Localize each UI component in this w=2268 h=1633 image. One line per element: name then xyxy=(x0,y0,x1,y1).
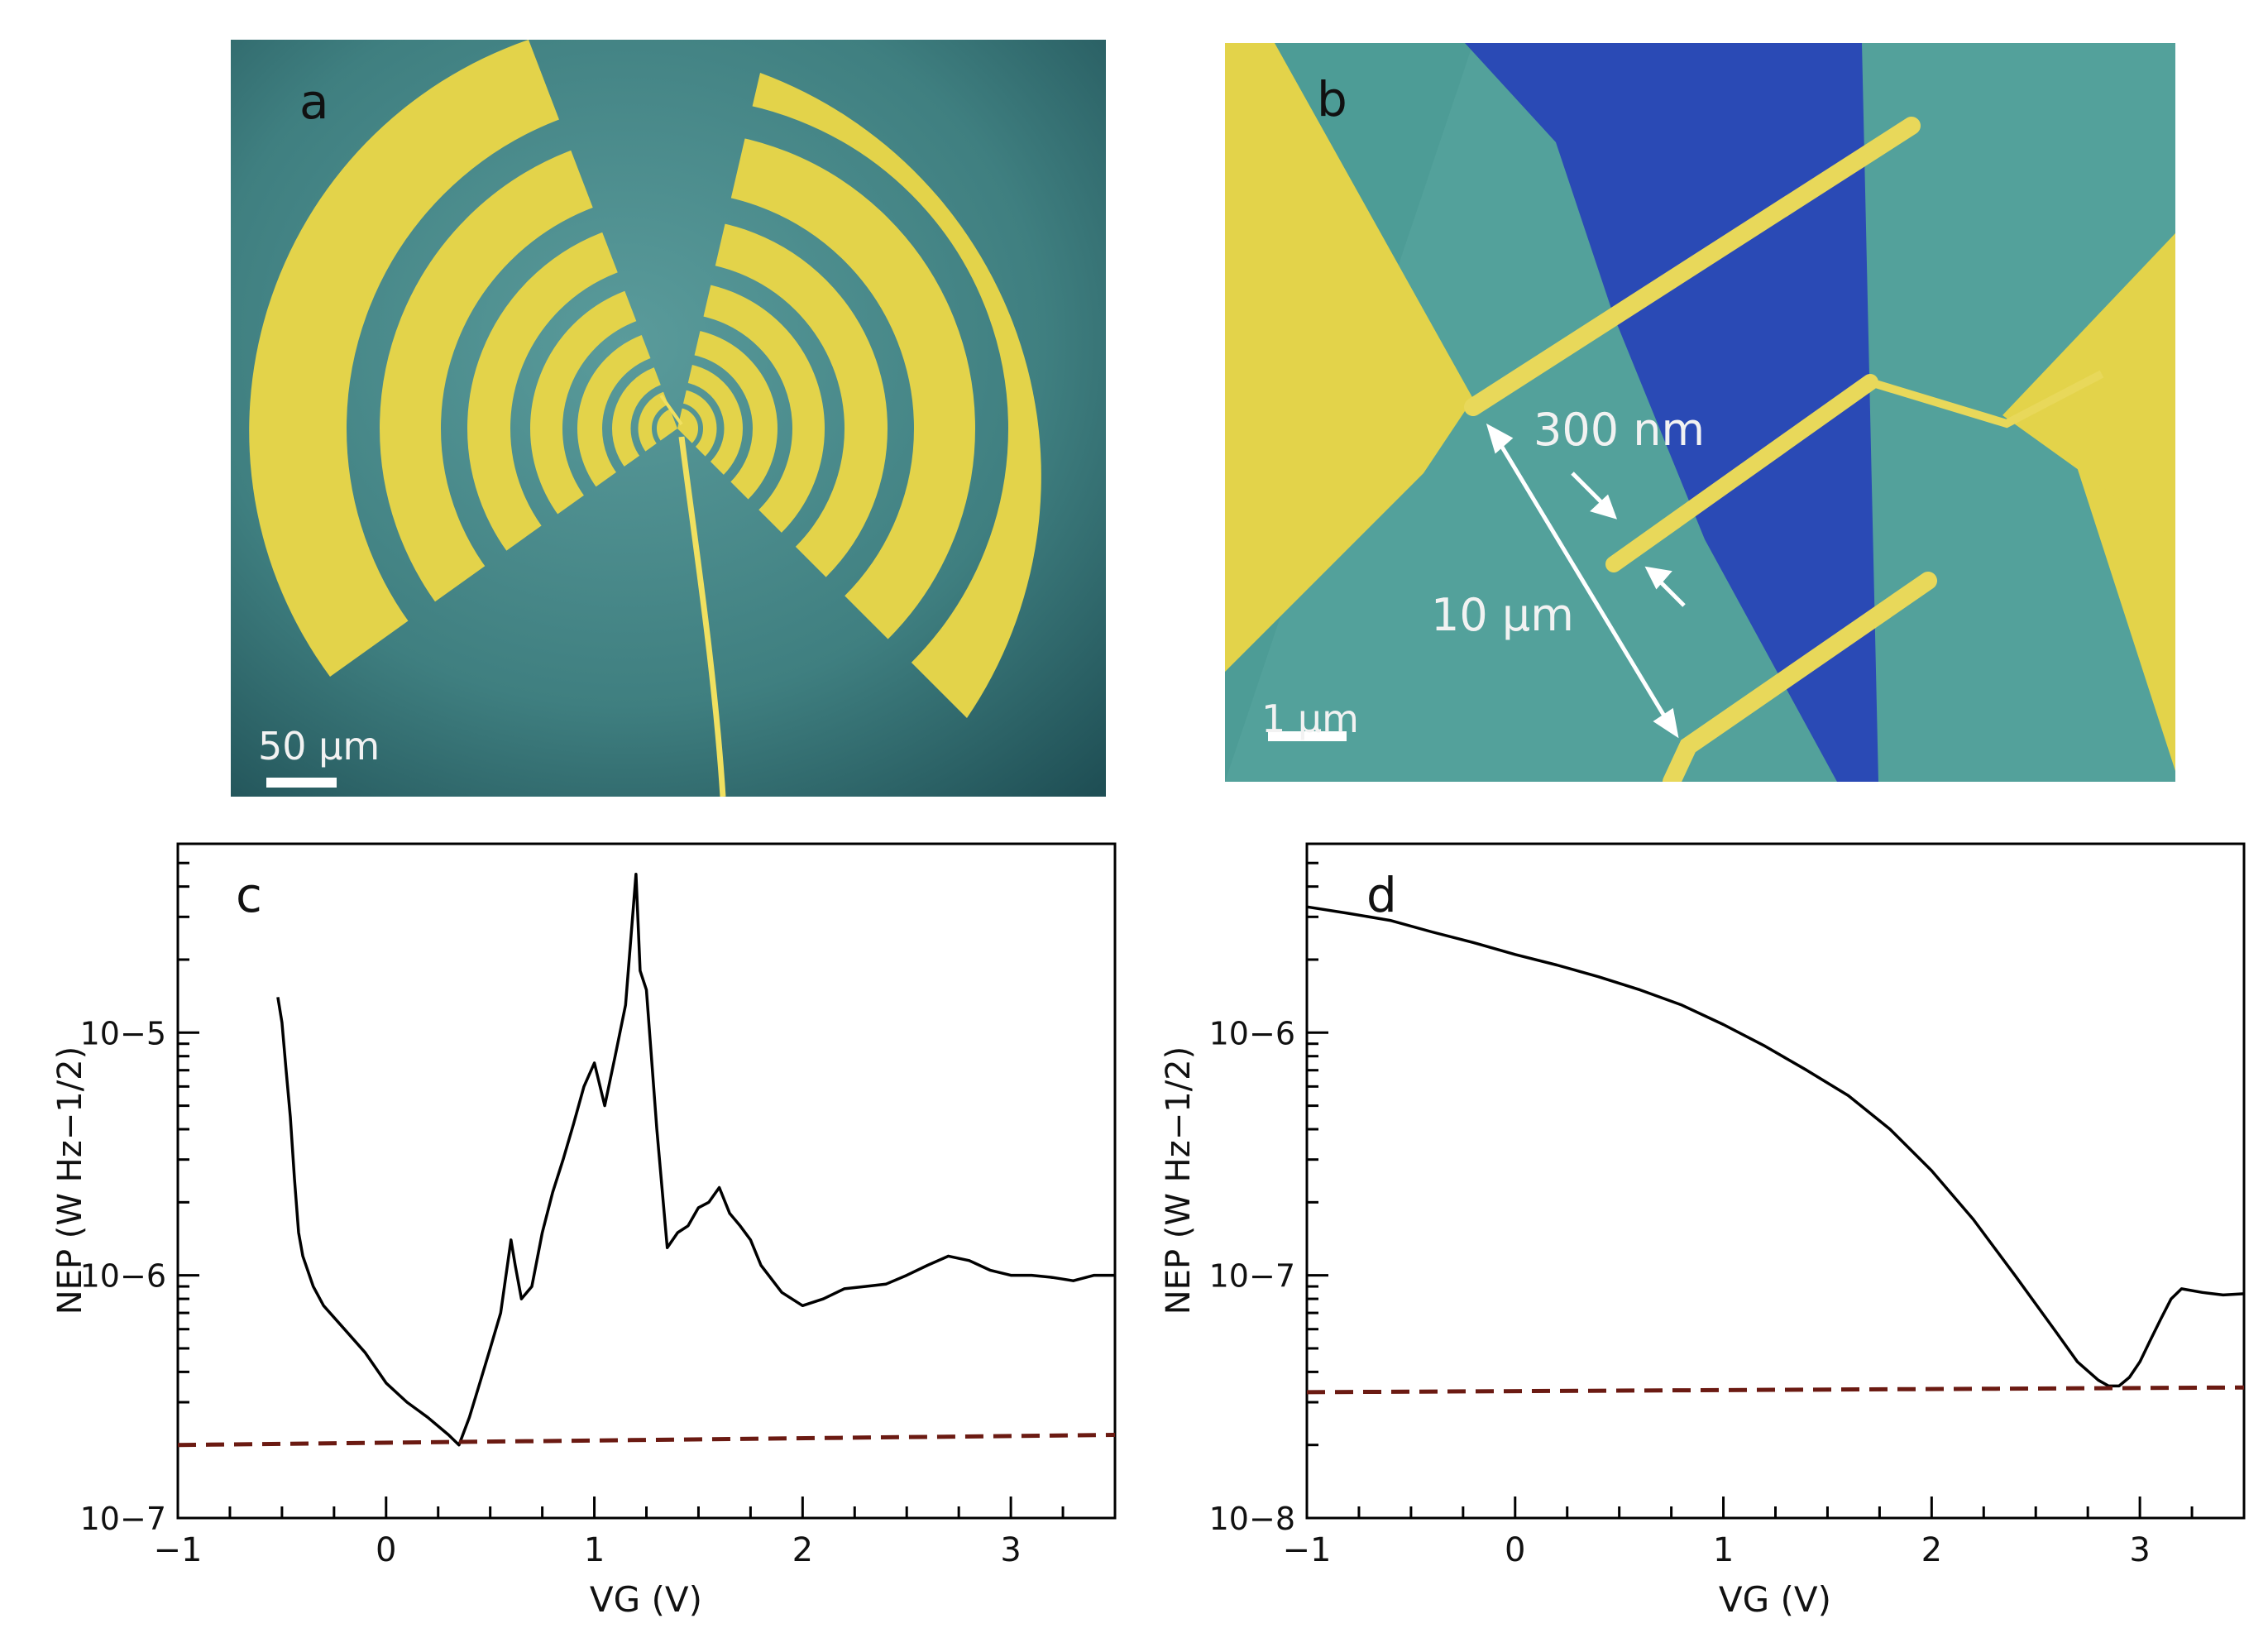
c-xtick-label: 3 xyxy=(1000,1531,1021,1569)
panel-a-micrograph xyxy=(231,40,1106,797)
chart-c-ylabel: NEP (W Hz−1/2) xyxy=(51,1046,89,1315)
c-ytick-label: 10−6 xyxy=(80,1258,166,1295)
chart-c: −1 0 1 2 3 10−7 10−6 10−5 c VG (V) NEP (W Hz−1/… xyxy=(51,842,1117,1620)
chart-c-ticks: −1 0 1 2 3 10−7 10−6 10−5 xyxy=(80,842,1117,1569)
d-xtick-label: 1 xyxy=(1713,1531,1734,1569)
d-series-noise-floor xyxy=(1306,1385,2245,1395)
d-xtick-label: 2 xyxy=(1921,1531,1942,1569)
chart-d: −1 0 1 2 3 10−8 10−7 10−6 d VG (V) NEP (W Hz−1/… xyxy=(1160,842,2246,1620)
d-ytick-label: 10−7 xyxy=(1209,1258,1295,1295)
c-series-nep xyxy=(276,872,1115,1447)
panel-label-c: c xyxy=(236,867,262,923)
c-xtick-label: −1 xyxy=(154,1531,203,1569)
chart-c-frame xyxy=(176,842,1117,1520)
chart-d-series xyxy=(1306,905,2245,1395)
scale-bar-label-a: 50 µm xyxy=(258,724,380,769)
chart-d-ylabel: NEP (W Hz−1/2) xyxy=(1160,1046,1198,1315)
scale-bar-label-b: 1 µm xyxy=(1261,697,1359,741)
annotation-300nm: 300 nm xyxy=(1534,404,1705,456)
panel-label-b: b xyxy=(1317,71,1347,127)
chart-d-ticks: −1 0 1 2 3 10−8 10−7 10−6 xyxy=(1209,842,2246,1569)
panel-label-d: d xyxy=(1366,867,1397,923)
panel-label-a: a xyxy=(299,74,329,130)
d-series-nep xyxy=(1306,905,2245,1388)
d-xtick-label: 0 xyxy=(1505,1531,1525,1569)
c-ytick-label: 10−5 xyxy=(80,1015,166,1051)
d-ytick-label: 10−8 xyxy=(1209,1501,1295,1537)
d-xtick-label: −1 xyxy=(1283,1531,1332,1569)
c-xtick-label: 0 xyxy=(376,1531,396,1569)
chart-d-xlabel: VG (V) xyxy=(1719,1579,1831,1620)
panel-b-micrograph xyxy=(1225,43,2175,782)
chart-c-series xyxy=(177,872,1116,1448)
d-ytick-label: 10−6 xyxy=(1209,1015,1295,1051)
scale-bar-a xyxy=(266,778,337,788)
chart-c-xlabel: VG (V) xyxy=(590,1579,702,1620)
c-series-noise-floor xyxy=(177,1433,1116,1448)
d-xtick-label: 3 xyxy=(2129,1531,2150,1569)
chart-d-frame xyxy=(1305,842,2246,1520)
c-xtick-label: 1 xyxy=(584,1531,605,1569)
c-ytick-label: 10−7 xyxy=(80,1501,166,1537)
annotation-10um: 10 µm xyxy=(1431,589,1574,641)
c-xtick-label: 2 xyxy=(792,1531,813,1569)
